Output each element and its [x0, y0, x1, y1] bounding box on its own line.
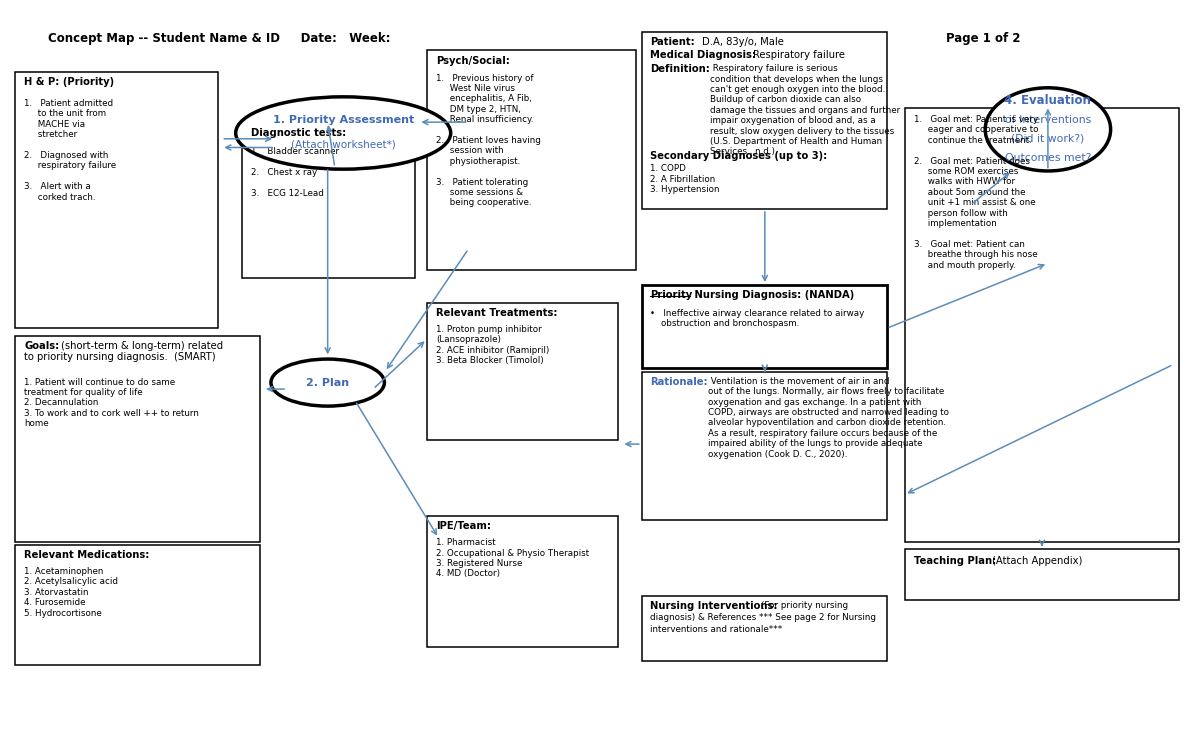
- Text: Priority: Priority: [650, 290, 692, 300]
- FancyBboxPatch shape: [905, 108, 1180, 542]
- FancyBboxPatch shape: [427, 303, 618, 440]
- Text: Outcomes met?: Outcomes met?: [1004, 153, 1091, 163]
- FancyBboxPatch shape: [427, 50, 636, 270]
- Text: 1. Patient will continue to do same
treatment for quality of life
2. Decannulati: 1. Patient will continue to do same trea…: [24, 378, 199, 428]
- Text: 1.   Goal met: Patient is very
     eager and cooperative to
     continue the t: 1. Goal met: Patient is very eager and c…: [914, 115, 1039, 270]
- Text: (For priority nursing: (For priority nursing: [761, 601, 848, 610]
- Text: diagnosis) & References *** See page 2 for Nursing: diagnosis) & References *** See page 2 f…: [650, 613, 876, 623]
- Text: Respiratory failure is serious
condition that develops when the lungs
can't get : Respiratory failure is serious condition…: [710, 64, 900, 157]
- Ellipse shape: [235, 97, 451, 169]
- FancyBboxPatch shape: [241, 122, 415, 278]
- Text: Definition:: Definition:: [650, 64, 710, 74]
- Text: Ventilation is the movement of air in and
out of the lungs. Normally, air flows : Ventilation is the movement of air in an…: [708, 377, 948, 459]
- Text: to priority nursing diagnosis.  (SMART): to priority nursing diagnosis. (SMART): [24, 352, 216, 362]
- Text: (Attach worksheet*): (Attach worksheet*): [290, 139, 396, 149]
- Text: Goals:: Goals:: [24, 340, 60, 351]
- FancyBboxPatch shape: [14, 545, 259, 665]
- FancyBboxPatch shape: [642, 285, 887, 368]
- Text: Nursing Diagnosis: (NANDA): Nursing Diagnosis: (NANDA): [691, 290, 854, 300]
- Text: (short-term & long-term) related: (short-term & long-term) related: [61, 340, 223, 351]
- Text: (Did it work?): (Did it work?): [1012, 134, 1085, 144]
- Text: 1. Pharmacist
2. Occupational & Physio Therapist
3. Registered Nurse
4. MD (Doct: 1. Pharmacist 2. Occupational & Physio T…: [437, 538, 589, 578]
- Text: 1.   Patient admitted
     to the unit from
     MACHE via
     stretcher

2.   : 1. Patient admitted to the unit from MAC…: [24, 99, 116, 202]
- Text: Relevant Medications:: Relevant Medications:: [24, 550, 150, 561]
- Text: (Attach Appendix): (Attach Appendix): [991, 556, 1082, 566]
- FancyBboxPatch shape: [905, 549, 1180, 600]
- Text: Patient:: Patient:: [650, 36, 695, 47]
- Text: D.A, 83y/o, Male: D.A, 83y/o, Male: [702, 36, 784, 47]
- Text: interventions and rationale***: interventions and rationale***: [650, 625, 782, 634]
- Text: Secondary Diagnoses (up to 3):: Secondary Diagnoses (up to 3):: [650, 151, 828, 161]
- Text: Respiratory failure: Respiratory failure: [752, 50, 845, 60]
- Text: 1. Proton pump inhibitor
(Lansoprazole)
2. ACE inhibitor (Ramipril)
3. Beta Bloc: 1. Proton pump inhibitor (Lansoprazole) …: [437, 324, 550, 365]
- Text: 1. COPD
2. A Fibrillation
3. Hypertension: 1. COPD 2. A Fibrillation 3. Hypertensio…: [650, 164, 720, 194]
- Text: of Interventions: of Interventions: [1004, 115, 1091, 125]
- Text: Relevant Treatments:: Relevant Treatments:: [437, 308, 558, 318]
- Text: 1.   Bladder scanner

2.   Chest x ray

3.   ECG 12-Lead: 1. Bladder scanner 2. Chest x ray 3. ECG…: [251, 147, 340, 198]
- Text: Diagnostic tests:: Diagnostic tests:: [251, 128, 347, 138]
- Text: Nursing Interventions:: Nursing Interventions:: [650, 601, 778, 611]
- FancyBboxPatch shape: [642, 596, 887, 661]
- Text: 2. Plan: 2. Plan: [306, 378, 349, 388]
- FancyBboxPatch shape: [14, 71, 217, 328]
- Text: Concept Map -- Student Name & ID     Date:   Week:: Concept Map -- Student Name & ID Date: W…: [48, 32, 391, 44]
- Text: H & P: (Priority): H & P: (Priority): [24, 77, 114, 87]
- FancyBboxPatch shape: [427, 516, 618, 647]
- FancyBboxPatch shape: [642, 372, 887, 520]
- Ellipse shape: [271, 359, 384, 406]
- Text: 1. Priority Assessment: 1. Priority Assessment: [272, 115, 414, 125]
- Text: Medical Diagnosis:: Medical Diagnosis:: [650, 50, 756, 60]
- FancyBboxPatch shape: [14, 335, 259, 542]
- Text: Page 1 of 2: Page 1 of 2: [947, 32, 1021, 44]
- Text: •   Ineffective airway clearance related to airway
    obstruction and bronchosp: • Ineffective airway clearance related t…: [650, 309, 864, 328]
- Ellipse shape: [985, 87, 1111, 171]
- Text: Rationale:: Rationale:: [650, 377, 708, 387]
- Text: IPE/Team:: IPE/Team:: [437, 521, 491, 531]
- Text: 4. Evaluation: 4. Evaluation: [1004, 94, 1091, 107]
- FancyBboxPatch shape: [642, 32, 887, 209]
- Text: 1. Acetaminophen
2. Acetylsalicylic acid
3. Atorvastatin
4. Furosemide
5. Hydroc: 1. Acetaminophen 2. Acetylsalicylic acid…: [24, 567, 119, 617]
- Text: 1.   Previous history of
     West Nile virus
     encephalitis, A Fib,
     DM : 1. Previous history of West Nile virus e…: [437, 74, 541, 208]
- Text: Teaching Plan:: Teaching Plan:: [914, 556, 996, 566]
- Text: Psych/Social:: Psych/Social:: [437, 55, 510, 66]
